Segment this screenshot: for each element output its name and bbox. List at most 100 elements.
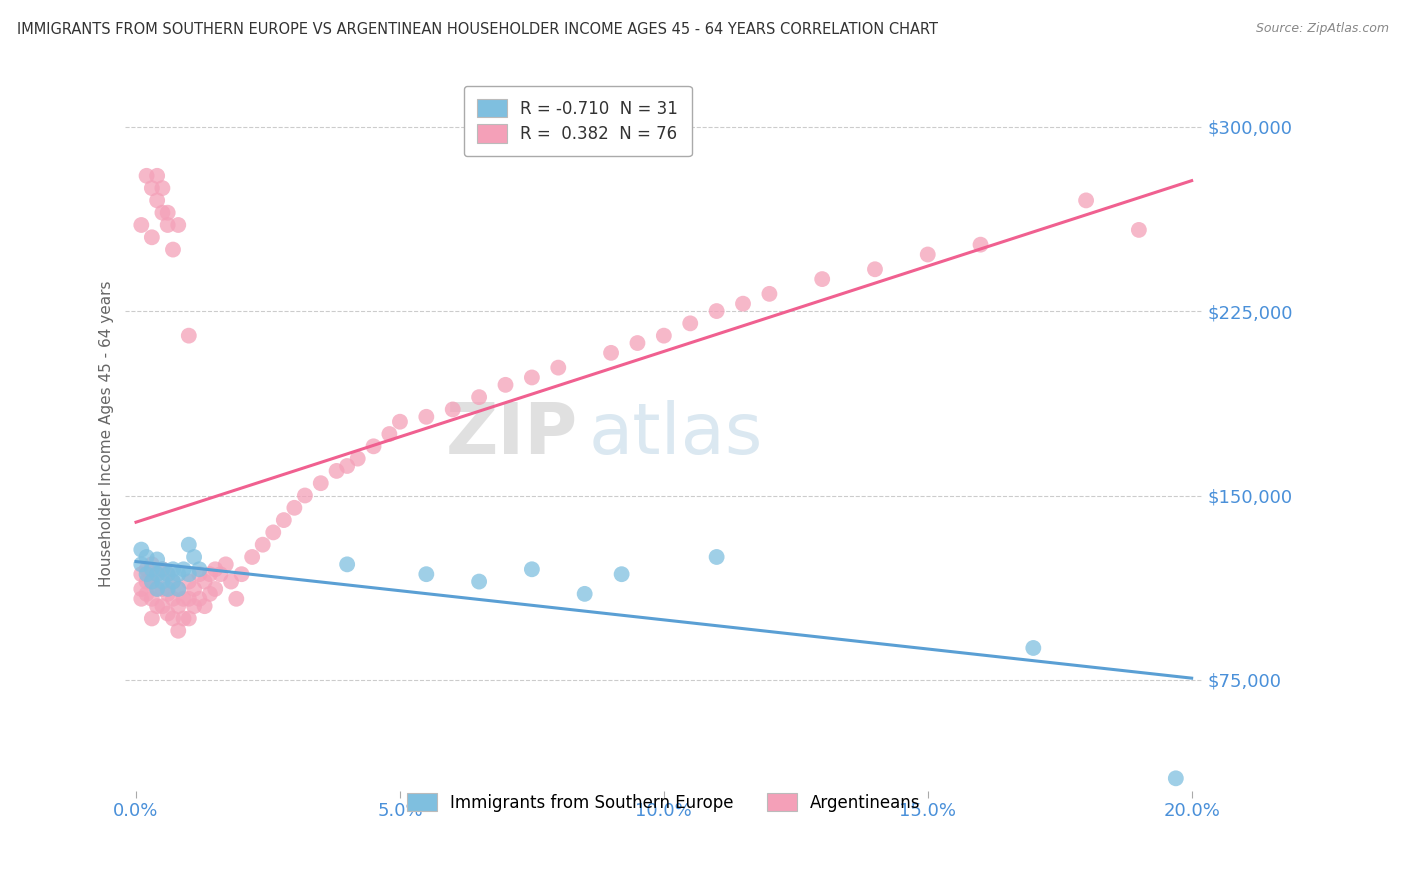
Point bbox=[146, 194, 169, 208]
Point bbox=[600, 346, 623, 360]
Point bbox=[468, 390, 491, 404]
Point bbox=[177, 574, 200, 589]
Point bbox=[325, 464, 347, 478]
Point bbox=[652, 328, 675, 343]
Text: atlas: atlas bbox=[589, 400, 763, 468]
Point bbox=[131, 558, 153, 572]
Point bbox=[173, 562, 195, 576]
Point bbox=[415, 567, 437, 582]
Point bbox=[231, 567, 253, 582]
Point bbox=[520, 370, 543, 384]
Point bbox=[610, 567, 633, 582]
Legend: Immigrants from Southern Europe, Argentineans: Immigrants from Southern Europe, Argenti… bbox=[394, 780, 934, 825]
Point bbox=[811, 272, 834, 286]
Point bbox=[146, 599, 169, 614]
Point bbox=[626, 336, 648, 351]
Point bbox=[135, 587, 157, 601]
Point bbox=[336, 558, 359, 572]
Point bbox=[146, 582, 169, 596]
Point bbox=[162, 562, 184, 576]
Point bbox=[194, 599, 217, 614]
Point bbox=[146, 169, 169, 183]
Point bbox=[363, 439, 385, 453]
Point bbox=[152, 205, 174, 219]
Point bbox=[758, 286, 780, 301]
Point bbox=[194, 574, 217, 589]
Point bbox=[173, 591, 195, 606]
Point bbox=[162, 243, 184, 257]
Point bbox=[547, 360, 569, 375]
Point bbox=[156, 205, 179, 219]
Point bbox=[917, 247, 939, 261]
Point bbox=[167, 218, 190, 232]
Point bbox=[388, 415, 411, 429]
Point bbox=[198, 567, 221, 582]
Point bbox=[240, 549, 263, 564]
Point bbox=[273, 513, 295, 527]
Text: IMMIGRANTS FROM SOUTHERN EUROPE VS ARGENTINEAN HOUSEHOLDER INCOME AGES 45 - 64 Y: IMMIGRANTS FROM SOUTHERN EUROPE VS ARGEN… bbox=[17, 22, 938, 37]
Point bbox=[162, 574, 184, 589]
Point bbox=[167, 567, 190, 582]
Point bbox=[152, 582, 174, 596]
Point bbox=[574, 587, 596, 601]
Point bbox=[188, 567, 211, 582]
Point bbox=[162, 591, 184, 606]
Point bbox=[141, 181, 163, 195]
Point bbox=[188, 591, 211, 606]
Point bbox=[135, 574, 157, 589]
Point bbox=[131, 218, 153, 232]
Point bbox=[167, 582, 190, 596]
Point bbox=[188, 562, 211, 576]
Point bbox=[135, 169, 157, 183]
Point bbox=[183, 549, 205, 564]
Point bbox=[141, 611, 163, 625]
Point bbox=[173, 611, 195, 625]
Point bbox=[152, 181, 174, 195]
Point bbox=[141, 558, 163, 572]
Point bbox=[156, 218, 179, 232]
Point bbox=[969, 237, 991, 252]
Point bbox=[209, 567, 232, 582]
Point bbox=[215, 558, 238, 572]
Point bbox=[520, 562, 543, 576]
Point bbox=[167, 624, 190, 638]
Point bbox=[468, 574, 491, 589]
Point bbox=[346, 451, 368, 466]
Point bbox=[167, 599, 190, 614]
Point bbox=[1128, 223, 1150, 237]
Point bbox=[141, 574, 163, 589]
Point bbox=[135, 567, 157, 582]
Point bbox=[156, 587, 179, 601]
Point bbox=[131, 582, 153, 596]
Point bbox=[146, 567, 169, 582]
Point bbox=[152, 562, 174, 576]
Point bbox=[204, 562, 226, 576]
Point bbox=[183, 599, 205, 614]
Point bbox=[156, 567, 179, 582]
Point bbox=[679, 317, 702, 331]
Point bbox=[706, 549, 728, 564]
Point bbox=[177, 611, 200, 625]
Point bbox=[177, 591, 200, 606]
Point bbox=[141, 591, 163, 606]
Point bbox=[131, 542, 153, 557]
Point bbox=[262, 525, 284, 540]
Point bbox=[283, 500, 305, 515]
Point bbox=[731, 296, 754, 310]
Point bbox=[219, 574, 242, 589]
Point bbox=[156, 567, 179, 582]
Point bbox=[204, 582, 226, 596]
Point bbox=[141, 562, 163, 576]
Point bbox=[441, 402, 464, 417]
Text: Source: ZipAtlas.com: Source: ZipAtlas.com bbox=[1256, 22, 1389, 36]
Point bbox=[183, 582, 205, 596]
Text: ZIP: ZIP bbox=[446, 400, 578, 468]
Point bbox=[252, 538, 274, 552]
Point bbox=[152, 599, 174, 614]
Point bbox=[336, 458, 359, 473]
Point bbox=[131, 567, 153, 582]
Point bbox=[162, 574, 184, 589]
Point bbox=[156, 607, 179, 621]
Point bbox=[177, 328, 200, 343]
Point bbox=[863, 262, 886, 277]
